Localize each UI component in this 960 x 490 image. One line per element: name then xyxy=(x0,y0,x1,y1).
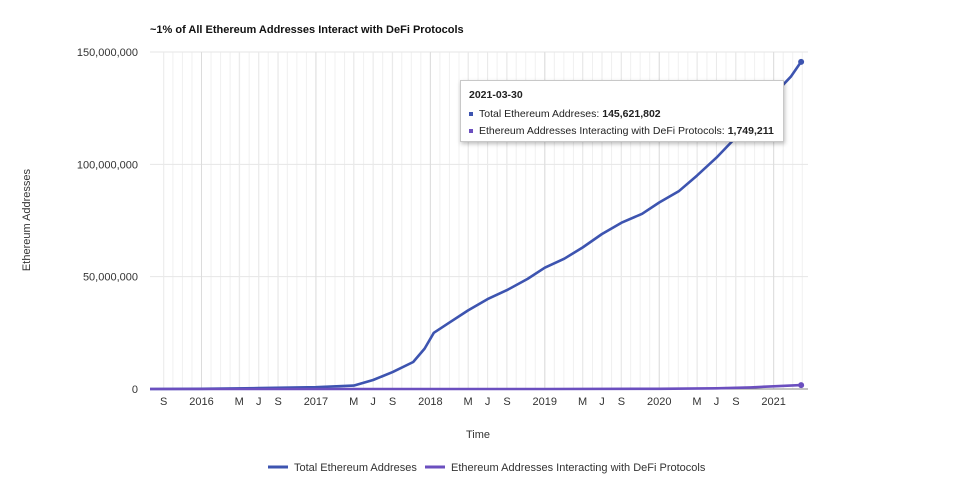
y-tick-label: 150,000,000 xyxy=(77,47,138,59)
tooltip-marker-defi xyxy=(469,129,473,133)
series-line-defi xyxy=(150,383,802,391)
x-tick-label: M xyxy=(349,396,358,408)
x-tick-label: 2017 xyxy=(304,396,328,408)
series-endpoint-defi[interactable] xyxy=(798,382,805,389)
x-tick-label: S xyxy=(274,396,281,408)
x-tick-label: M xyxy=(235,396,244,408)
series-line-total xyxy=(149,61,803,391)
y-tick-label: 100,000,000 xyxy=(77,159,138,171)
x-tick-label: J xyxy=(256,396,262,408)
tooltip-marker-total xyxy=(469,112,473,116)
tooltip-label-defi: Ethereum Addresses Interacting with DeFi… xyxy=(479,125,725,137)
x-tick-label: S xyxy=(160,396,167,408)
y-tick-label: 50,000,000 xyxy=(83,272,138,284)
y-axis-title: Ethereum Addresses xyxy=(21,168,33,271)
chart-tooltip: 2021-03-30 Total Ethereum Addreses: 145,… xyxy=(460,80,784,142)
legend-item-defi[interactable]: Ethereum Addresses Interacting with DeFi… xyxy=(425,462,706,474)
x-tick-label: S xyxy=(503,396,510,408)
tooltip-value-defi: 1,749,211 xyxy=(727,125,774,137)
x-tick-label: 2018 xyxy=(418,396,442,408)
x-tick-label: M xyxy=(692,396,701,408)
legend-label-total: Total Ethereum Addreses xyxy=(294,462,417,474)
x-tick-label: J xyxy=(714,396,720,408)
legend-label-defi: Ethereum Addresses Interacting with DeFi… xyxy=(451,462,706,474)
x-tick-label: 2016 xyxy=(189,396,213,408)
legend-item-total[interactable]: Total Ethereum Addreses xyxy=(268,462,417,474)
series-endpoint-total[interactable] xyxy=(798,58,805,65)
x-tick-label: S xyxy=(389,396,396,408)
x-tick-label: M xyxy=(464,396,473,408)
y-tick-label: 0 xyxy=(132,384,138,396)
tooltip-label-total: Total Ethereum Addreses: xyxy=(479,108,600,120)
tooltip-date: 2021-03-30 xyxy=(469,89,523,101)
tooltip-value-total: 145,621,802 xyxy=(602,108,661,120)
x-tick-label: J xyxy=(485,396,491,408)
x-tick-label: S xyxy=(732,396,739,408)
x-tick-label: S xyxy=(618,396,625,408)
x-tick-label: 2019 xyxy=(533,396,557,408)
legend: Total Ethereum Addreses Ethereum Address… xyxy=(268,462,706,474)
y-axis-ticks: 0 50,000,000 100,000,000 150,000,000 xyxy=(77,47,138,396)
tooltip-row-total: Total Ethereum Addreses: 145,621,802 xyxy=(469,108,775,120)
x-tick-label: M xyxy=(578,396,587,408)
x-tick-label: J xyxy=(370,396,376,408)
x-axis-title: Time xyxy=(466,429,490,441)
chart-title: ~1% of All Ethereum Addresses Interact w… xyxy=(150,24,464,36)
x-tick-label: 2020 xyxy=(647,396,671,408)
x-axis-ticks: S 2016 M J S 2017 M J S 2018 M J S 2019 M J S 2020 M J S 2021 xyxy=(160,396,786,408)
series-group xyxy=(149,58,805,391)
x-tick-label: 2021 xyxy=(761,396,785,408)
x-tick-label: J xyxy=(599,396,605,408)
tooltip-row-defi: Ethereum Addresses Interacting with DeFi… xyxy=(469,125,775,137)
